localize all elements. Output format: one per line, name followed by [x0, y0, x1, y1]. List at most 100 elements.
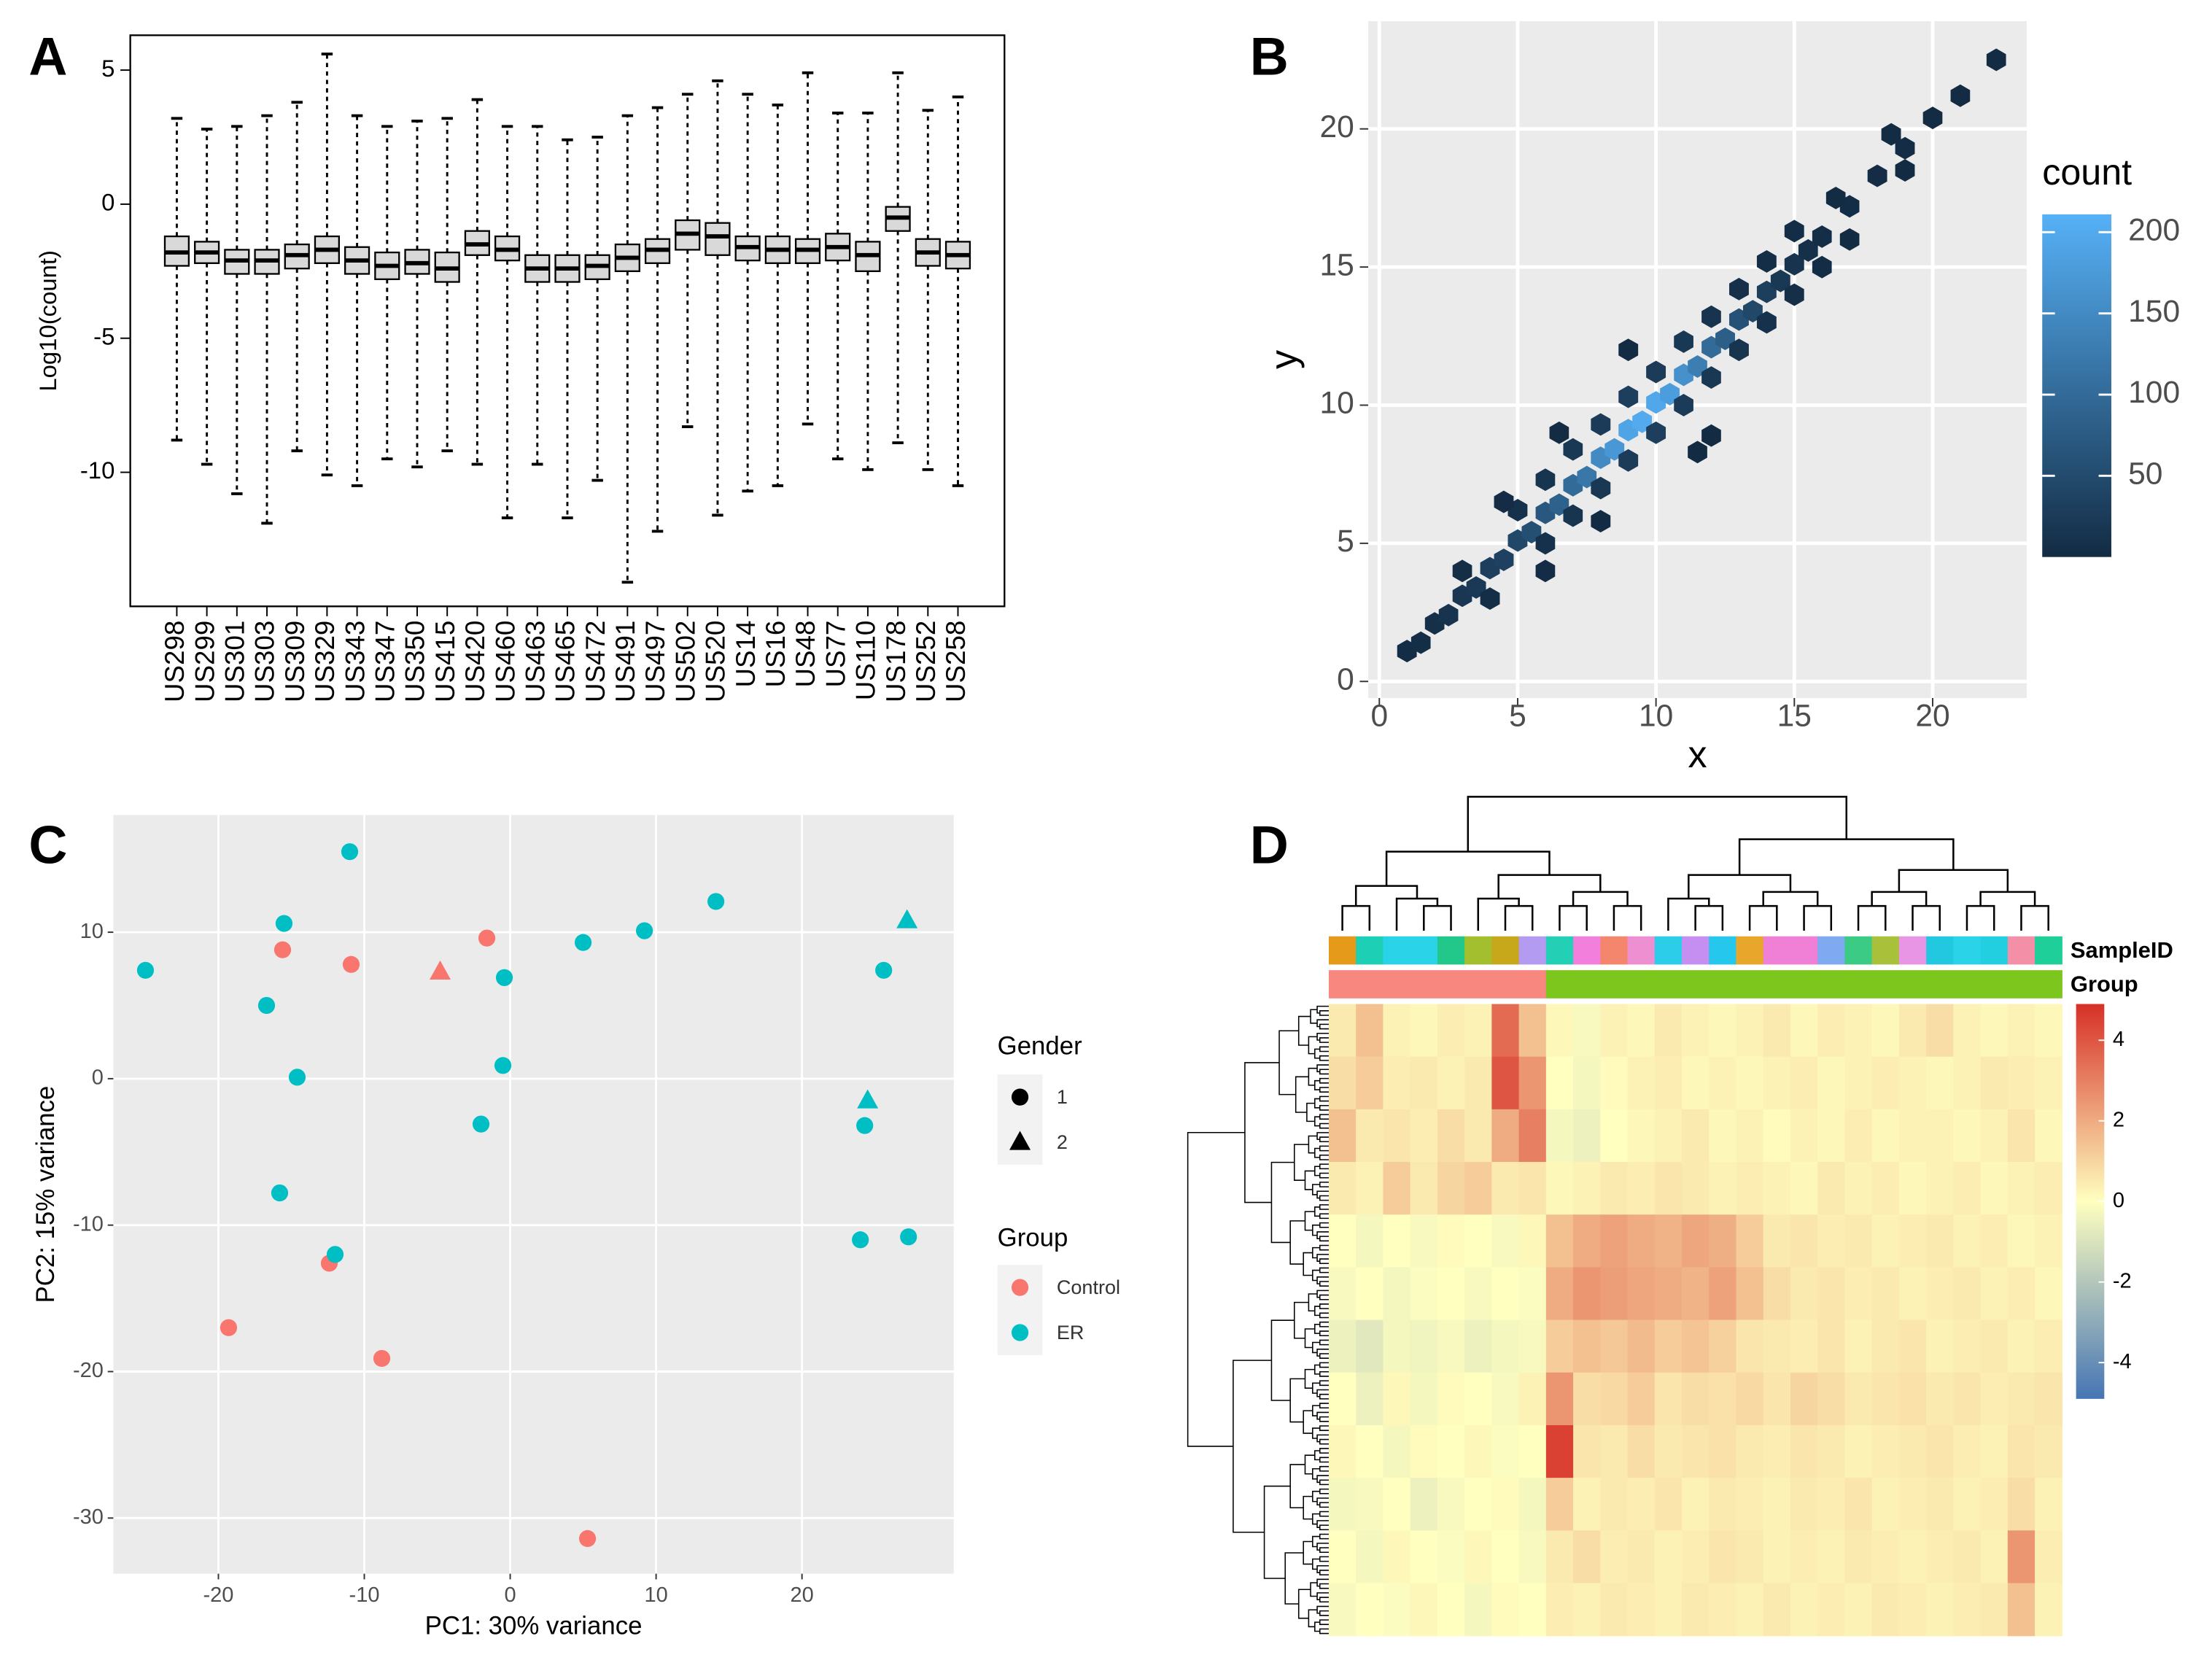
x-tick-label: 5 [1509, 698, 1526, 733]
heatmap-cell [1437, 1319, 1465, 1373]
hex-bin [1535, 468, 1556, 492]
dendrogram-branch [1314, 1206, 1320, 1217]
heatmap-cell [1790, 1319, 1818, 1373]
dendrogram-branch [1263, 1485, 1291, 1579]
dendrogram-branch [1572, 891, 1629, 907]
dendrogram-branch [1314, 1450, 1320, 1461]
heatmap-cell [1437, 1267, 1465, 1321]
dendrogram-branch [1303, 1540, 1313, 1565]
heatmap-cell [1464, 1109, 1492, 1163]
heatmap-cell [1410, 1530, 1438, 1584]
x-tick-label: US502 [670, 621, 700, 702]
hex-bin [1812, 255, 1832, 279]
sample-annotation [1817, 936, 1846, 965]
heatmap-cell [1518, 1424, 1547, 1478]
hex-bin [1701, 305, 1721, 328]
sample-annotation [1573, 936, 1601, 965]
dendrogram-branch [1316, 1434, 1329, 1443]
heatmap-cell [1627, 1214, 1656, 1268]
heatmap-cell [1437, 1056, 1465, 1110]
heatmap-cell [1817, 1372, 1846, 1426]
hex-bin [1480, 587, 1500, 610]
group-annotation [1817, 970, 1846, 999]
heatmap-cell [1627, 1583, 1656, 1637]
dendrogram-branch [1316, 1578, 1329, 1587]
heatmap-cell [1926, 1530, 1954, 1584]
y-tick-label: 10 [1319, 386, 1354, 421]
dendrogram-branch [1312, 1269, 1320, 1282]
x-tick-label: US252 [911, 621, 941, 702]
hex-bin [1563, 438, 1583, 461]
x-tick-label: US16 [761, 621, 791, 688]
sample-annotation [1383, 936, 1411, 965]
heatmap-cell [1627, 1478, 1656, 1531]
x-tick-label: US178 [881, 621, 911, 702]
heatmap-cell [1573, 1319, 1601, 1373]
heatmap-cell [1736, 1267, 1764, 1321]
heatmap-cell [1817, 1214, 1846, 1268]
heatmap-cell [2007, 1530, 2036, 1584]
heatmap-cell [1437, 1583, 1465, 1637]
point [875, 961, 893, 979]
heatmap-cell [1383, 1004, 1411, 1058]
heatmap-cell [1871, 1214, 1900, 1268]
heatmap-cell [1410, 1056, 1438, 1110]
heatmap-cell [1898, 1267, 1927, 1321]
heatmap-cell [1545, 1583, 1574, 1637]
heatmap-cell [1518, 1214, 1547, 1268]
heatmap-cell [1926, 1319, 1954, 1373]
point [430, 960, 451, 980]
heatmap-cell [1763, 1214, 1791, 1268]
heatmap-cell [1627, 1109, 1656, 1163]
heatmap-cell [1871, 1162, 1900, 1215]
heatmap-cell [1926, 1372, 1954, 1426]
sample-annotation [1898, 936, 1927, 965]
heatmap-cell [1464, 1319, 1492, 1373]
heatmap-cell [1410, 1319, 1438, 1373]
heatmap-cell [1709, 1424, 1737, 1478]
heatmap-cell [1953, 1372, 1982, 1426]
y-tick-label: 5 [101, 55, 115, 82]
group-annotation [1736, 970, 1764, 999]
heatmap-cell [1383, 1267, 1411, 1321]
heatmap-cell [1790, 1530, 1818, 1584]
heatmap-cell [1871, 1478, 1900, 1531]
x-tick-label: US497 [640, 621, 670, 702]
heatmap-cell [1437, 1424, 1465, 1478]
point [578, 1530, 597, 1548]
heatmap-cell [1383, 1214, 1411, 1268]
legend-symbol [1011, 1324, 1029, 1341]
legend-title: Group [998, 1224, 1068, 1252]
heatmap-cell [1491, 1004, 1520, 1058]
dendrogram-branch [1303, 1252, 1313, 1276]
heatmap-cell [1736, 1372, 1764, 1426]
dendrogram-branch [1314, 1098, 1320, 1109]
y-tick-label: -30 [73, 1505, 104, 1529]
heatmap-cell [1328, 1478, 1357, 1531]
heatmap-cell [1545, 1372, 1574, 1426]
group-annotation [1627, 970, 1656, 999]
dendrogram-branch [1316, 1497, 1329, 1506]
y-tick-label: -10 [73, 1212, 104, 1236]
heatmap-cell [1328, 1214, 1357, 1268]
panel-label: C [28, 814, 67, 875]
dendrogram-branch [1979, 891, 2036, 907]
heatmap-cell [1654, 1530, 1683, 1584]
heatmap-cell [1844, 1372, 1873, 1426]
sample-annotation [1682, 936, 1710, 965]
heatmap-cell [1654, 1583, 1683, 1637]
heatmap-cell [1545, 1056, 1574, 1110]
hex-bin [1784, 220, 1804, 243]
legend-label: Control [1057, 1276, 1120, 1298]
sample-annotation [1627, 936, 1656, 965]
heatmap-cell [1817, 1530, 1846, 1584]
heatmap-cell [1980, 1109, 2009, 1163]
heatmap-cell [1953, 1424, 1982, 1478]
heatmap-cell [1763, 1424, 1791, 1478]
point [271, 1184, 289, 1202]
heatmap-cell [2007, 1424, 2036, 1478]
heatmap-cell [1682, 1319, 1710, 1373]
heatmap-cell [1491, 1267, 1520, 1321]
dendrogram-branch [1314, 1306, 1320, 1317]
